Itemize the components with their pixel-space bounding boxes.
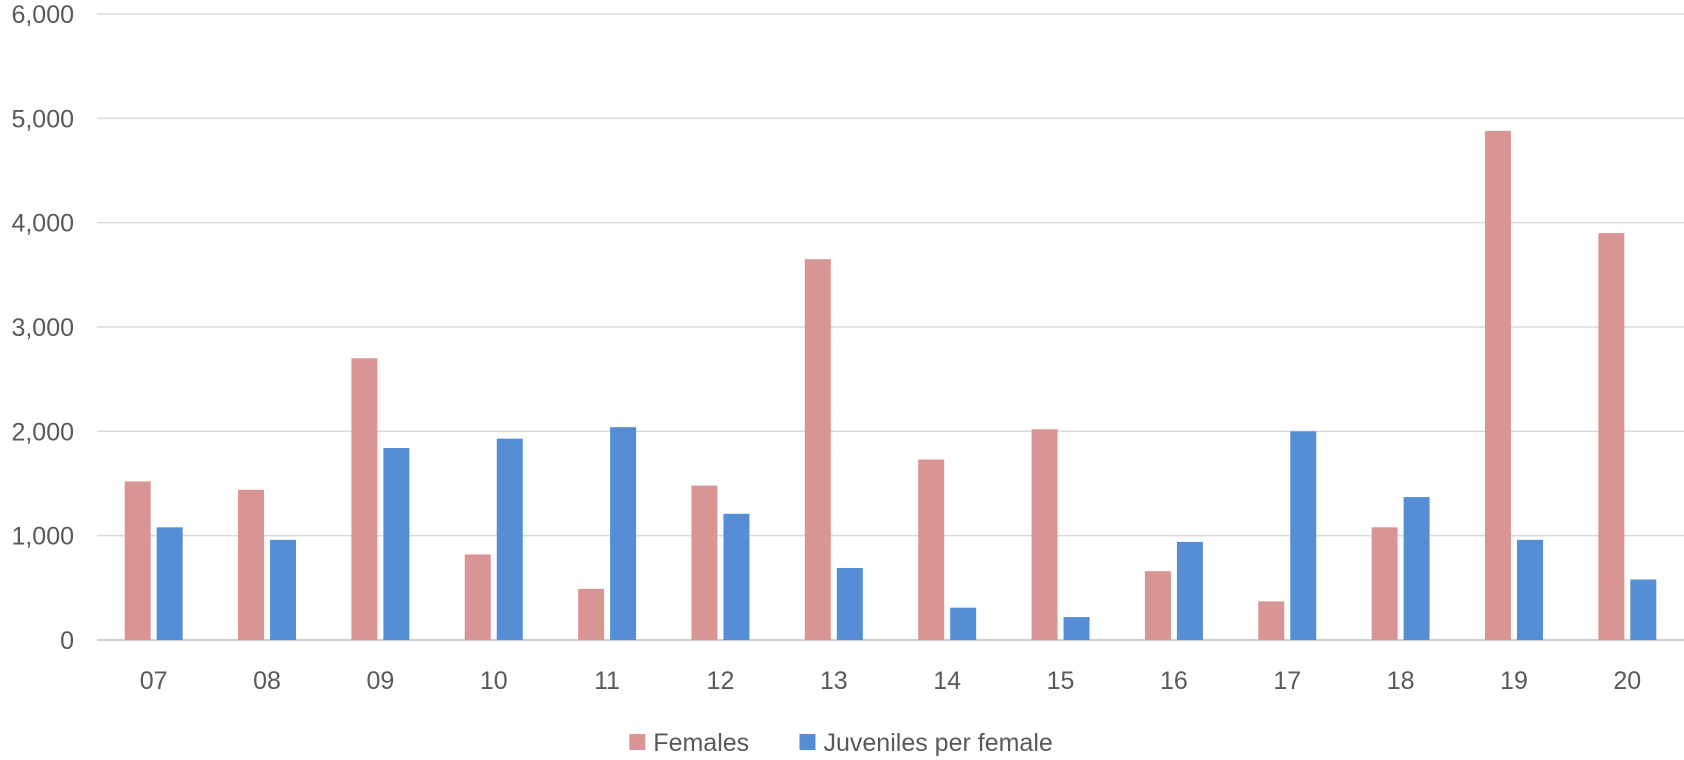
bars: [124, 130, 1657, 640]
bar-juveniles-per-female: [1063, 617, 1090, 640]
y-tick-label: 0: [60, 627, 74, 655]
y-tick-label: 2,000: [11, 418, 74, 446]
x-tick-label: 09: [366, 667, 394, 695]
bar-females: [238, 489, 265, 640]
x-tick-label: 10: [480, 667, 508, 695]
bar-females: [1484, 130, 1511, 640]
bar-juveniles-per-female: [723, 513, 750, 640]
x-tick-label: 17: [1273, 667, 1301, 695]
bar-females: [464, 554, 491, 640]
x-tick-label: 13: [820, 667, 848, 695]
bar-juveniles-per-female: [1403, 497, 1430, 640]
bar-juveniles-per-female: [496, 438, 523, 640]
y-axis-tick-labels: 0 1,000 2,000 3,000 4,000 5,000 6,000: [11, 1, 74, 655]
bar-juveniles-per-female: [1176, 541, 1203, 640]
bar-juveniles-per-female: [610, 427, 637, 640]
y-tick-label: 4,000: [11, 210, 74, 238]
bar-juveniles-per-female: [270, 539, 297, 640]
bar-juveniles-per-female: [950, 607, 977, 640]
x-tick-label: 19: [1500, 667, 1528, 695]
x-tick-label: 16: [1160, 667, 1188, 695]
y-tick-label: 3,000: [11, 314, 74, 342]
bar-females: [578, 588, 605, 640]
bar-females: [1598, 233, 1625, 640]
x-tick-label: 07: [140, 667, 168, 695]
x-tick-label: 15: [1047, 667, 1075, 695]
bar-females: [804, 259, 831, 640]
bar-juveniles-per-female: [1290, 431, 1317, 640]
bar-females: [1258, 601, 1285, 640]
x-tick-label: 08: [253, 667, 281, 695]
legend-label: Juveniles per female: [824, 729, 1053, 757]
legend-swatch: [799, 734, 816, 750]
bar-females: [1031, 429, 1058, 640]
x-tick-label: 12: [707, 667, 735, 695]
gridlines: [97, 13, 1684, 641]
bar-females: [691, 485, 718, 640]
bar-juveniles-per-female: [156, 527, 183, 640]
y-tick-label: 5,000: [11, 105, 74, 133]
bar-females: [1144, 571, 1171, 640]
bar-juveniles-per-female: [836, 568, 863, 640]
bar-females: [124, 481, 151, 640]
bar-females: [1371, 527, 1398, 640]
legend-label: Females: [653, 729, 749, 757]
bar-juveniles-per-female: [383, 448, 410, 640]
bar-juveniles-per-female: [1630, 579, 1657, 640]
x-tick-label: 14: [933, 667, 961, 695]
y-tick-label: 1,000: [11, 523, 74, 551]
x-tick-label: 18: [1387, 667, 1415, 695]
legend-swatch: [629, 734, 646, 750]
bar-females: [351, 358, 378, 640]
x-tick-label: 20: [1613, 667, 1641, 695]
x-axis-tick-labels: 07 08 09 10 11 12 13 14 15 16 17 18 19 20: [140, 667, 1641, 695]
legend: Females Juveniles per female: [629, 729, 1053, 757]
y-tick-label: 6,000: [11, 1, 74, 29]
bar-juveniles-per-female: [1516, 539, 1543, 640]
bar-females: [918, 459, 945, 640]
x-tick-label: 11: [594, 667, 620, 695]
